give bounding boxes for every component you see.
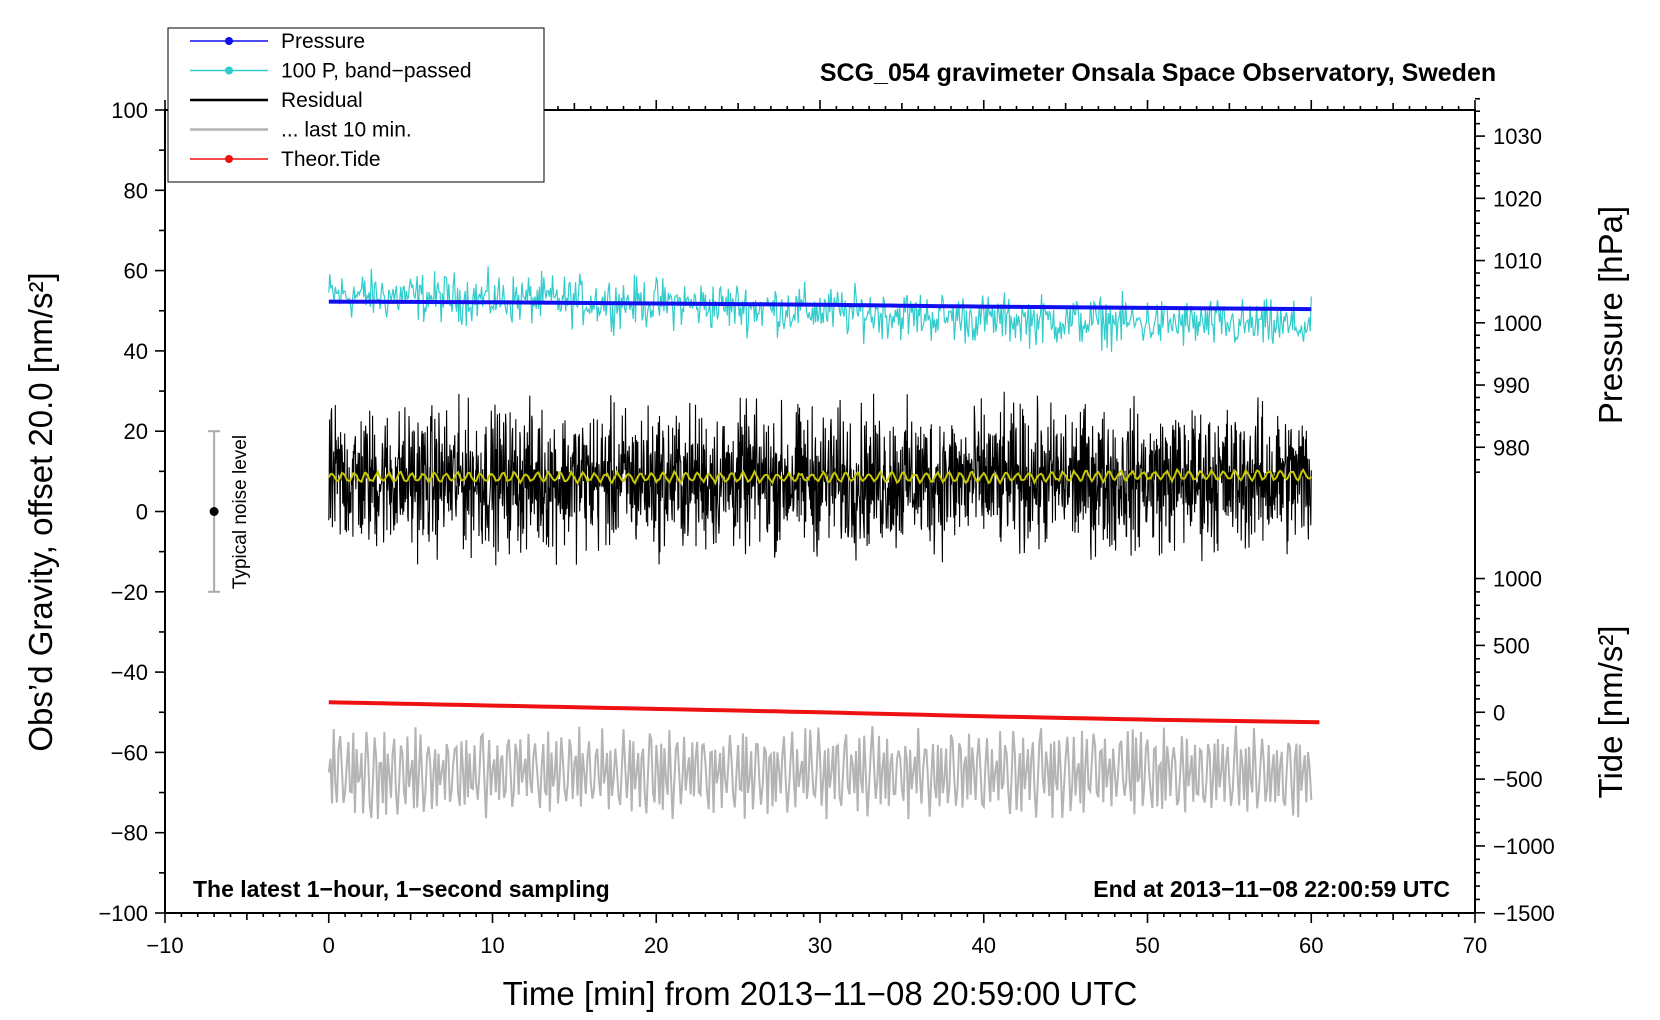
series-line-residual-smoothed xyxy=(327,467,1312,486)
y-axis-label-left: Obs’d Gravity, offset 20.0 [nm/s²] xyxy=(22,272,59,751)
x-axis: −10 0 10 20 30 40 50 60 70 xyxy=(146,100,1487,958)
series-line-pressure xyxy=(328,299,1312,312)
y-tick-label: 40 xyxy=(124,339,148,364)
legend-label: Theor.Tide xyxy=(281,148,381,171)
pressure-tick-label: 1010 xyxy=(1493,249,1542,274)
y-tick-label: −100 xyxy=(98,901,148,926)
legend: Pressure 100 P, band−passed Residual ... la… xyxy=(167,27,545,183)
y-tick-label: −20 xyxy=(111,580,148,605)
tide-tick-label: −1000 xyxy=(1493,834,1555,859)
y-tick-label: 0 xyxy=(136,500,148,525)
noise-level-label: Typical noise level xyxy=(230,435,251,589)
y-tick-label: −40 xyxy=(111,660,148,685)
y-tick-label: 100 xyxy=(111,98,148,123)
annotation-end-time: End at 2013−11−08 22:00:59 UTC xyxy=(1093,876,1450,902)
x-axis-label: Time [min] from 2013−11−08 20:59:00 UTC xyxy=(503,975,1138,1012)
series-line-last-10-min xyxy=(327,725,1313,820)
y-tick-label: −60 xyxy=(111,740,148,765)
legend-item: Theor.Tide xyxy=(190,148,381,171)
legend-item: ... last 10 min. xyxy=(190,119,412,142)
y-tick-label: −80 xyxy=(111,821,148,846)
y-tick-label: 60 xyxy=(124,259,148,284)
y-tick-label: 20 xyxy=(124,419,148,444)
line-layer xyxy=(327,266,1320,820)
y-axis-tide: −1500 −1000 −500 0 500 1000 xyxy=(1475,567,1555,926)
x-tick-label: 40 xyxy=(972,933,996,958)
x-tick-label: 10 xyxy=(480,933,504,958)
noise-level-indicator: Typical noise level xyxy=(208,430,251,593)
legend-label: Residual xyxy=(281,89,363,112)
pressure-tick-label: 1020 xyxy=(1493,186,1542,211)
pressure-tick-label: 1000 xyxy=(1493,311,1542,336)
x-tick-label: 30 xyxy=(808,933,832,958)
x-tick-label: −10 xyxy=(146,933,183,958)
y-axis-label-tide: Tide [nm/s²] xyxy=(1592,626,1629,799)
x-tick-label: 20 xyxy=(644,933,668,958)
legend-items: Pressure 100 P, band−passed Residual ... la… xyxy=(190,30,472,171)
pressure-tick-label: 990 xyxy=(1493,373,1530,398)
x-tick-label: 70 xyxy=(1463,933,1487,958)
tide-tick-label: 500 xyxy=(1493,633,1530,658)
y-tick-label: 80 xyxy=(124,178,148,203)
x-tick-label: 60 xyxy=(1299,933,1323,958)
y-axis-label-pressure: Pressure [hPa] xyxy=(1592,206,1629,424)
tide-tick-label: 1000 xyxy=(1493,567,1542,592)
legend-item: Pressure xyxy=(190,30,365,53)
legend-marker xyxy=(225,66,233,75)
noise-level-dot xyxy=(209,507,219,516)
chart-title: SCG_054 gravimeter Onsala Space Observat… xyxy=(820,59,1496,87)
legend-item: Residual xyxy=(190,89,363,112)
legend-marker xyxy=(225,37,233,45)
pressure-tick-label: 1030 xyxy=(1493,124,1542,149)
legend-label: ... last 10 min. xyxy=(281,119,412,142)
tide-tick-label: −1500 xyxy=(1493,901,1555,926)
annotation-sampling: The latest 1−hour, 1−second sampling xyxy=(193,876,610,902)
x-tick-label: 50 xyxy=(1135,933,1159,958)
legend-label: Pressure xyxy=(281,30,365,53)
legend-item: 100 P, band−passed xyxy=(190,60,472,83)
tide-tick-label: −500 xyxy=(1493,767,1543,792)
legend-label: 100 P, band−passed xyxy=(281,60,472,83)
legend-marker xyxy=(225,155,233,163)
pressure-tick-label: 980 xyxy=(1493,435,1530,460)
y-axis-left: −100 −80 −60 −40 −20 0 20 40 60 80 100 xyxy=(98,98,165,926)
series-line-bandpassed-pressure xyxy=(328,266,1312,353)
series-line-residual xyxy=(328,391,1312,566)
x-tick-label: 0 xyxy=(323,933,335,958)
tide-tick-label: 0 xyxy=(1493,700,1505,725)
y-axis-pressure: 980 990 1000 1010 1020 1030 xyxy=(1475,97,1542,473)
series-line-theoretical-tide xyxy=(328,700,1320,725)
